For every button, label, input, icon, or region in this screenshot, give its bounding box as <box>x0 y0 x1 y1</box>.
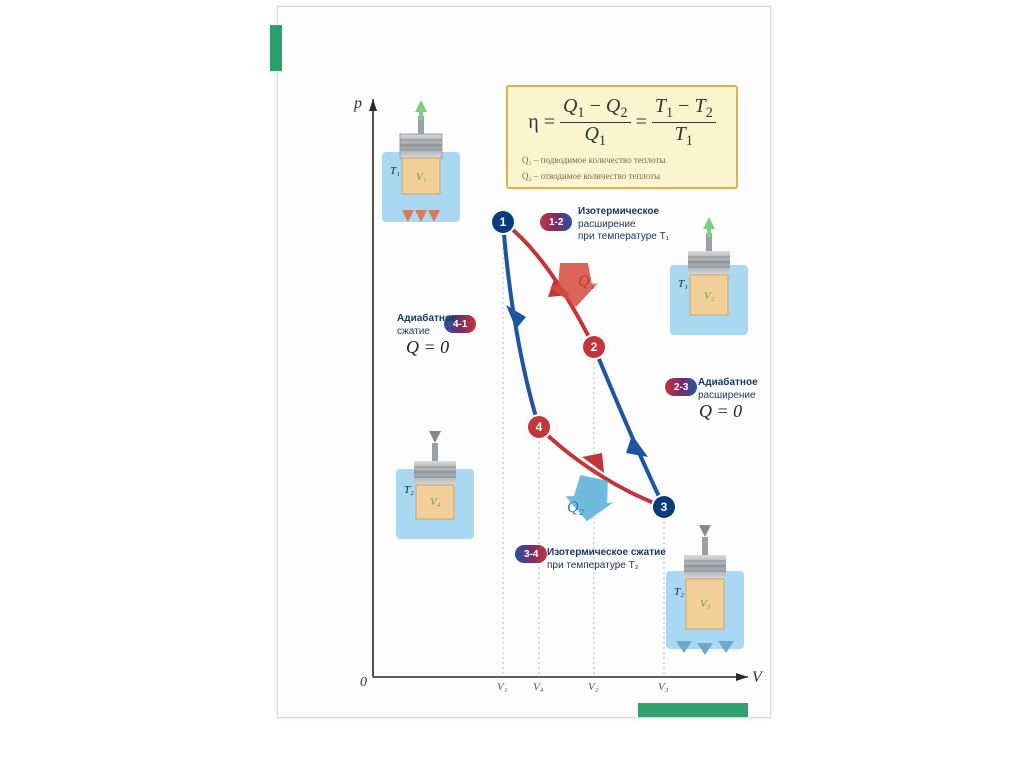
node-2: 2 <box>583 336 605 358</box>
node-1: 1 <box>492 211 514 233</box>
cylinder-tl: T₁ V₁ <box>382 100 460 222</box>
cylinder-br: T₂ V₃ <box>666 525 744 655</box>
svg-text:V₃: V₃ <box>700 598 711 610</box>
eq-right: Q = 0 <box>699 401 742 422</box>
pill-23: 2-3 <box>665 378 697 396</box>
q1-label: Q₁ <box>578 273 595 291</box>
label-23: Адиабатноерасширение <box>698 377 758 402</box>
svg-text:V₄: V₄ <box>430 496 441 508</box>
svg-text:T₂: T₂ <box>674 586 684 598</box>
svg-text:V₂: V₂ <box>704 290 715 302</box>
eq-left: Q = 0 <box>406 337 449 358</box>
xtick-0: V₁ <box>497 681 508 693</box>
x-axis-label: V <box>752 669 762 687</box>
legend-q2: Q₂ – отводимое количество теплоты <box>522 171 722 181</box>
svg-text:T₁: T₁ <box>678 278 688 290</box>
y-axis-label: p <box>354 95 362 113</box>
legend-q1: Q₁ – подводимое количество теплоты <box>522 155 722 165</box>
cylinder-bl: T₂ V₄ <box>396 431 474 539</box>
cylinder-tr: T₁ V₂ <box>670 217 748 335</box>
svg-text:T₂: T₂ <box>404 484 414 496</box>
svg-text:V₁: V₁ <box>416 171 427 183</box>
svg-text:T₁: T₁ <box>390 165 400 177</box>
label-12: Изотермическоерасширениепри температуре … <box>578 206 669 244</box>
pill-34: 3-4 <box>515 545 547 563</box>
diagram-page: T₁ V₁ T₁ V₂ T₂ V₄ <box>277 6 771 718</box>
origin-label: 0 <box>360 675 367 691</box>
eta: η <box>528 111 538 134</box>
label-41: Адиабатноесжатие <box>397 313 457 338</box>
xtick-2: V₂ <box>588 681 599 693</box>
node-3: 3 <box>653 496 675 518</box>
efficiency-formula: η = Q1 − Q2Q1 = T1 − T2T1 Q₁ – подводимо… <box>506 85 738 189</box>
xtick-1: V₄ <box>533 681 544 693</box>
xtick-3: V₃ <box>658 681 669 693</box>
node-4: 4 <box>528 416 550 438</box>
label-34: Изотермическое сжатиепри температуре T₂ <box>547 547 666 572</box>
pill-12: 1-2 <box>540 213 572 231</box>
footer-bar <box>638 703 748 717</box>
q2-label: Q₂ <box>567 499 584 517</box>
